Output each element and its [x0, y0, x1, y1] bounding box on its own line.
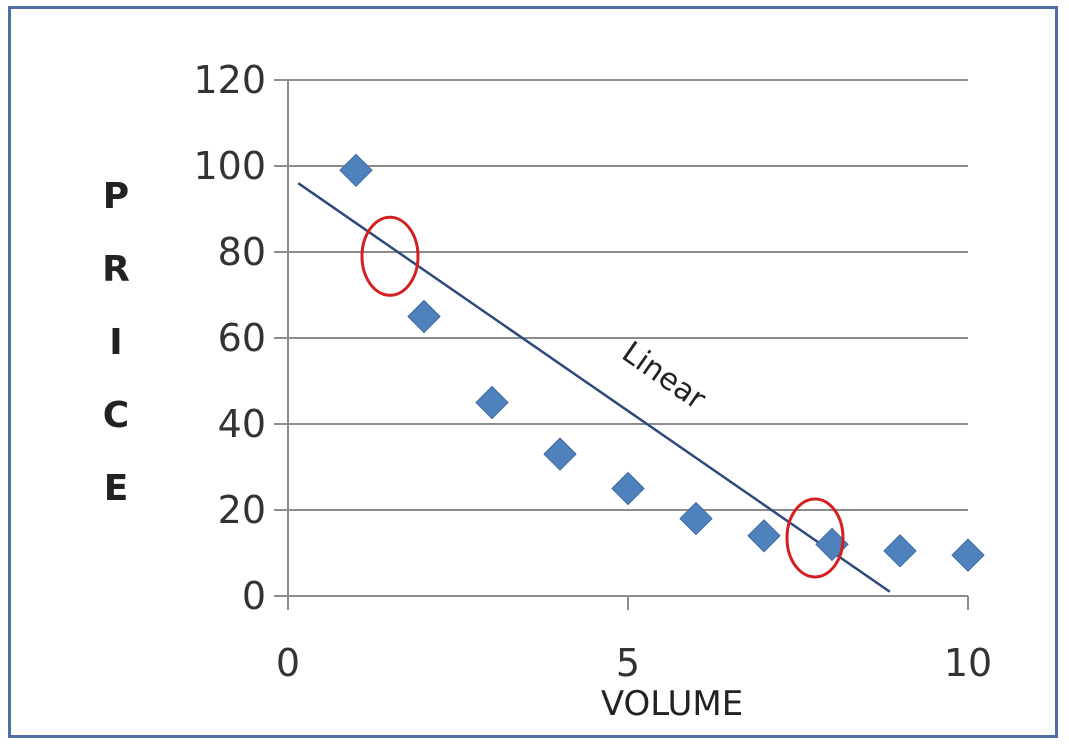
chart-frame [8, 6, 1058, 738]
x-axis-title: VOLUME [601, 684, 743, 724]
x-tick-label: 5 [616, 641, 640, 685]
highlight-circle [360, 215, 420, 297]
data-point [611, 471, 645, 506]
data-point [883, 534, 917, 568]
axis-titles: VOLUME P R I C E [102, 176, 743, 724]
y-tick-label: 40 [218, 402, 266, 446]
x-tick-label: 0 [276, 641, 300, 685]
axes [274, 79, 969, 610]
tick-labels: 0 20 40 60 80 100 120 0 5 10 [193, 58, 992, 685]
data-point [407, 299, 441, 334]
y-axis-title-letter: R [102, 249, 130, 290]
trendline-label: Linear [615, 335, 712, 418]
y-tick-label: 100 [193, 144, 266, 188]
y-axis-title-letter: E [104, 468, 129, 509]
grid-lines [288, 79, 968, 511]
y-axis-title-letter: I [109, 322, 122, 363]
linear-trendline [297, 182, 891, 593]
y-axis-title-letter: C [103, 395, 129, 436]
data-point [747, 519, 781, 553]
data-point [339, 153, 373, 188]
data-points [339, 153, 985, 572]
trendline-group: Linear [297, 182, 891, 593]
y-tick-label: 20 [218, 488, 266, 532]
y-tick-label: 120 [193, 58, 266, 102]
y-tick-label: 80 [218, 230, 266, 274]
data-point [543, 437, 577, 471]
highlight-circles [360, 215, 845, 579]
y-tick-label: 0 [242, 574, 266, 618]
y-axis-title-letter: P [103, 176, 129, 217]
x-tick-label: 10 [944, 641, 992, 685]
data-point [951, 538, 985, 572]
y-tick-label: 60 [218, 316, 266, 360]
data-point [679, 501, 713, 536]
highlight-circle [785, 497, 845, 579]
data-point [475, 385, 509, 420]
